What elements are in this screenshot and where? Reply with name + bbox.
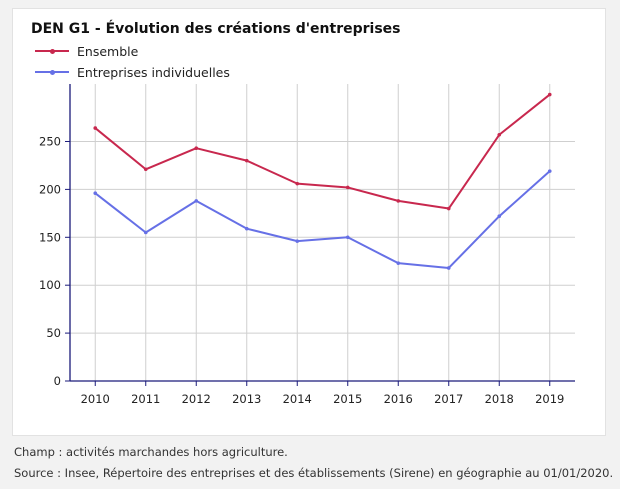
x-tick-label: 2012 bbox=[182, 392, 211, 406]
chart-title: DEN G1 - Évolution des créations d'entre… bbox=[31, 21, 401, 37]
data-point[interactable] bbox=[497, 214, 502, 219]
data-point[interactable] bbox=[396, 199, 401, 203]
data-point[interactable] bbox=[547, 169, 552, 173]
series-line-0 bbox=[94, 93, 551, 210]
legend-label-entreprises-individuelles: Entreprises individuelles bbox=[77, 64, 230, 80]
line-chart: 0 50 100 150 200 250 2010 2011 2012 2013 2014 2015 2… bbox=[39, 84, 575, 406]
data-point[interactable] bbox=[143, 167, 148, 172]
legend-swatch-ensemble bbox=[35, 48, 69, 54]
chart-notes: Champ : activités marchandes hors agricu… bbox=[14, 442, 613, 484]
data-point[interactable] bbox=[446, 206, 451, 211]
y-tick-label: 50 bbox=[46, 326, 61, 340]
data-point[interactable] bbox=[295, 181, 300, 186]
legend-item-ensemble[interactable]: Ensemble bbox=[35, 42, 138, 60]
note-source: Source : Insee, Répertoire des entrepris… bbox=[14, 466, 614, 480]
x-tick-label: 2014 bbox=[283, 392, 312, 406]
y-tick-label: 250 bbox=[39, 134, 61, 148]
x-tick-label: 2016 bbox=[384, 392, 413, 406]
data-point[interactable] bbox=[547, 92, 552, 97]
x-tick-label: 2019 bbox=[535, 392, 564, 406]
x-tick-label: 2011 bbox=[131, 392, 160, 406]
data-point[interactable] bbox=[93, 191, 98, 196]
data-point[interactable] bbox=[497, 132, 502, 137]
note-champ: Champ : activités marchandes hors agricu… bbox=[14, 445, 288, 459]
data-point[interactable] bbox=[143, 230, 148, 235]
y-tick-label: 150 bbox=[39, 230, 61, 244]
y-tick-label: 100 bbox=[39, 278, 61, 292]
x-tick-label: 2010 bbox=[81, 392, 110, 406]
x-tick-label: 2013 bbox=[232, 392, 261, 406]
legend-label-ensemble: Ensemble bbox=[77, 43, 139, 59]
legend-swatch-entreprises-individuelles bbox=[35, 69, 69, 75]
y-tick-label: 0 bbox=[54, 374, 61, 388]
y-tick-label: 200 bbox=[39, 182, 61, 196]
data-point[interactable] bbox=[396, 261, 401, 265]
legend-item-entreprises-individuelles[interactable]: Entreprises individuelles bbox=[35, 63, 230, 81]
data-point[interactable] bbox=[446, 266, 451, 270]
series-line-1 bbox=[94, 170, 551, 269]
data-point[interactable] bbox=[194, 199, 199, 203]
chart-panel: DEN G1 - Évolution des créations d'entre… bbox=[12, 8, 606, 436]
data-point[interactable] bbox=[345, 235, 350, 240]
data-point[interactable] bbox=[345, 185, 350, 190]
data-point[interactable] bbox=[244, 158, 249, 163]
x-tick-label: 2018 bbox=[485, 392, 514, 406]
x-tick-label: 2015 bbox=[333, 392, 362, 406]
x-tick-label: 2017 bbox=[434, 392, 463, 406]
data-point[interactable] bbox=[295, 239, 300, 243]
data-point[interactable] bbox=[194, 146, 199, 150]
data-point[interactable] bbox=[93, 126, 98, 130]
data-point[interactable] bbox=[244, 226, 249, 231]
